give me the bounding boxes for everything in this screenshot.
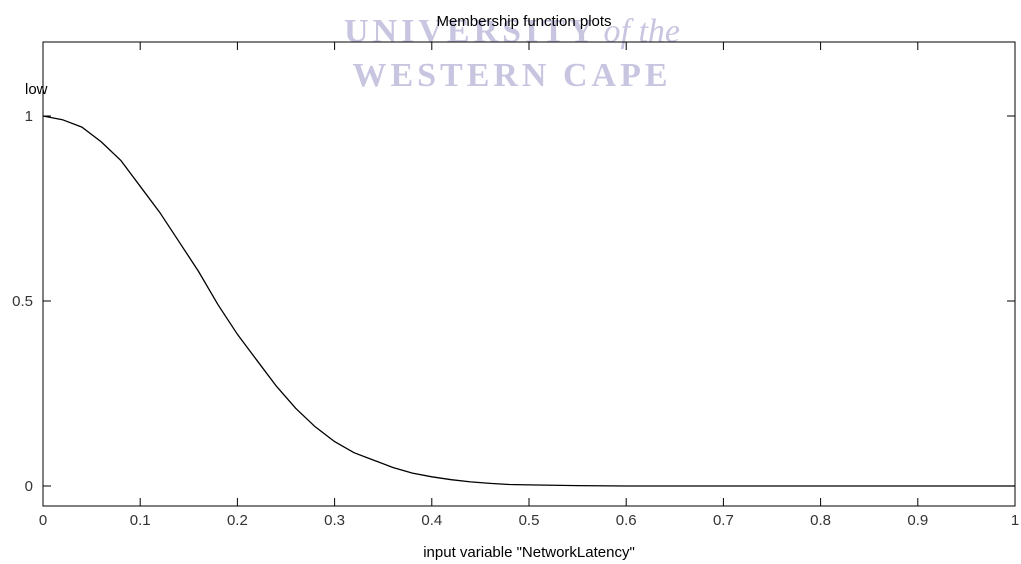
x-tick-label: 0.2 <box>227 512 248 529</box>
watermark-line1: UNIVERSITY of the <box>344 13 680 50</box>
watermark: UNIVERSITY of the WESTERN CAPE <box>344 13 680 94</box>
axis-tick-labels: 0 0.1 0.2 0.3 0.4 0.5 0.6 0.7 0.8 0.9 1 0 0.5 1 <box>12 108 1019 529</box>
chart-title: Membership function plots <box>436 13 611 30</box>
y-tick-label: 0 <box>25 478 33 495</box>
series-layer: low <box>25 81 1015 487</box>
series-line-low <box>42 115 1015 487</box>
x-tick-label: 0 <box>39 512 47 529</box>
x-axis-label: input variable "NetworkLatency" <box>423 544 635 561</box>
y-tick-label: 1 <box>25 108 33 125</box>
plot-area-frame <box>42 41 1016 507</box>
x-tick-label: 0.9 <box>907 512 928 529</box>
x-tick-label: 0.6 <box>616 512 637 529</box>
x-tick-label: 0.5 <box>519 512 540 529</box>
x-tick-label: 0.7 <box>713 512 734 529</box>
x-tick-label: 0.1 <box>130 512 151 529</box>
axis-ticks <box>42 42 1016 506</box>
x-tick-label: 0.4 <box>421 512 442 529</box>
x-tick-label: 0.3 <box>324 512 345 529</box>
watermark-line2: WESTERN CAPE <box>352 57 671 94</box>
x-tick-label: 1 <box>1011 512 1019 529</box>
x-tick-label: 0.8 <box>810 512 831 529</box>
y-tick-label: 0.5 <box>12 293 33 310</box>
membership-function-label: low <box>25 81 48 98</box>
